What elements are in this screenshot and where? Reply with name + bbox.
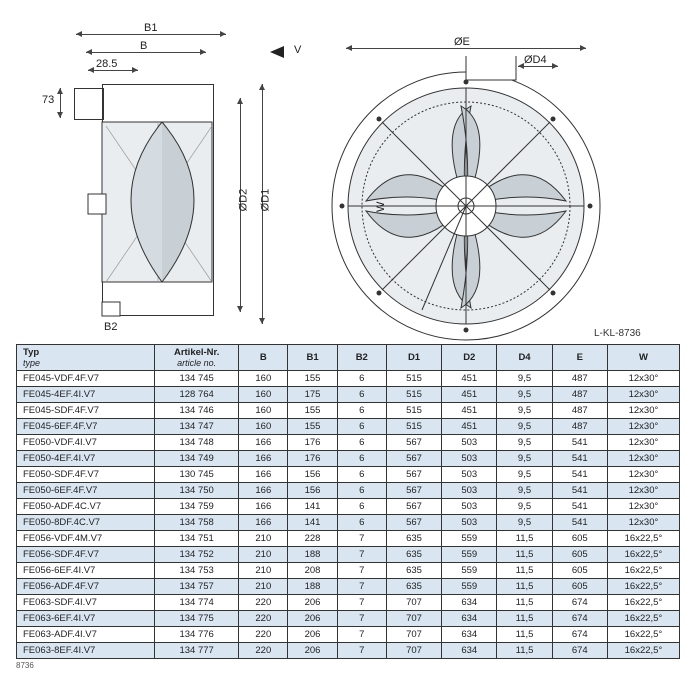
- th-e: E: [552, 345, 607, 371]
- dim-v-label: V: [294, 44, 301, 56]
- dim-d1-label: ØD1: [259, 189, 271, 212]
- dim-73-label: 73: [42, 94, 54, 106]
- th-b2: B2: [337, 345, 386, 371]
- table-row: FE063-ADF.4I.V7134 776220206770763411,56…: [17, 627, 680, 643]
- table-row: FE063-8EF.4I.V7134 777220206770763411,56…: [17, 643, 680, 659]
- th-w: W: [607, 345, 679, 371]
- spec-table: Typtype Artikel-Nr.article no. B B1 B2 D…: [16, 344, 680, 659]
- table-row: FE050-6EF.4F.V7134 75016615665675039,554…: [17, 483, 680, 499]
- th-b: B: [239, 345, 288, 371]
- side-fan-body: [76, 88, 236, 318]
- table-row: FE045-4EF.4I.V7128 76416017565154519,548…: [17, 387, 680, 403]
- dim-d2-label: ØD2: [237, 189, 249, 212]
- dim-285-label: 28.5: [96, 58, 117, 70]
- technical-drawing: B1 B 28.5 V 73 B2 ØD2 ØD1: [16, 16, 680, 336]
- th-article: Artikel-Nr.article no.: [155, 345, 239, 371]
- table-row: FE063-6EF.4I.V7134 775220206770763411,56…: [17, 611, 680, 627]
- th-type: Typtype: [17, 345, 155, 371]
- dim-b2-label: B2: [104, 321, 117, 333]
- table-row: FE050-SDF.4F.V7130 74516615665675039,554…: [17, 467, 680, 483]
- dim-d4-label: ØD4: [524, 54, 547, 66]
- dim-w-text: W: [375, 201, 387, 212]
- table-row: FE056-ADF.4F.V7134 757210188763555911,56…: [17, 579, 680, 595]
- th-d1: D1: [386, 345, 441, 371]
- dim-e-label: ØE: [454, 36, 470, 48]
- arrow-v-icon: [270, 46, 284, 58]
- th-d2: D2: [442, 345, 497, 371]
- table-row: FE050-8DF.4C.V7134 75816614165675039,554…: [17, 515, 680, 531]
- dim-b-label: B: [140, 40, 147, 52]
- table-row: FE050-VDF.4I.V7134 74816617665675039,554…: [17, 435, 680, 451]
- table-row: FE045-SDF.4F.V7134 74616015565154519,548…: [17, 403, 680, 419]
- table-row: FE056-6EF.4I.V7134 753210208763555911,56…: [17, 563, 680, 579]
- drawing-ref: L-KL-8736: [594, 328, 641, 339]
- table-row: FE045-VDF.4F.V7134 74516015565154519,548…: [17, 371, 680, 387]
- dim-b1-label: B1: [144, 22, 157, 34]
- th-b1: B1: [288, 345, 337, 371]
- front-fan-view: W: [316, 56, 616, 346]
- table-row: FE050-ADF.4C.V7134 75916614165675039,554…: [17, 499, 680, 515]
- table-footer: 8736: [16, 661, 680, 670]
- table-row: FE056-SDF.4F.V7134 752210188763555911,56…: [17, 547, 680, 563]
- th-d4: D4: [497, 345, 552, 371]
- table-row: FE045-6EF.4F.V7134 74716015565154519,548…: [17, 419, 680, 435]
- table-row: FE050-4EF.4I.V7134 74916617665675039,554…: [17, 451, 680, 467]
- table-row: FE063-SDF.4I.V7134 774220206770763411,56…: [17, 595, 680, 611]
- table-row: FE056-VDF.4M.V7134 751210228763555911,56…: [17, 531, 680, 547]
